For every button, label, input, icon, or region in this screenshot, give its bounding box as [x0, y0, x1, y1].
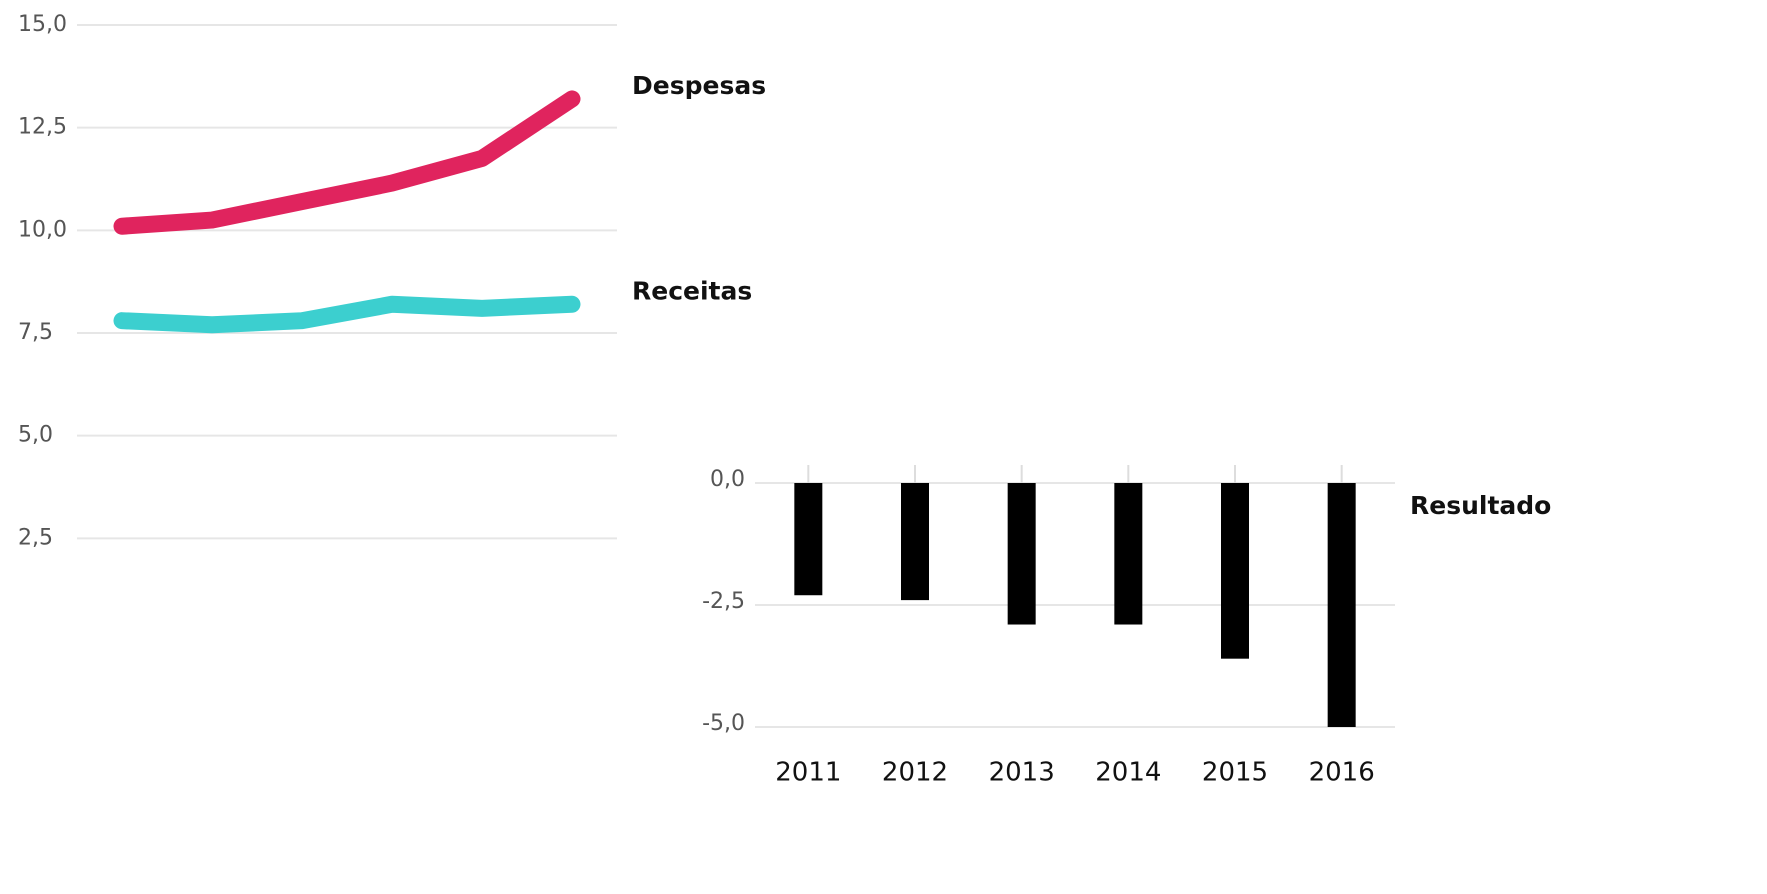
- x-tick-label: 2015: [1202, 758, 1268, 788]
- y-tick-label: 5,0: [18, 423, 53, 448]
- x-tick-label: 2014: [1095, 758, 1161, 788]
- y-tick-label: 0,0: [710, 467, 745, 492]
- line-series: [113, 90, 581, 235]
- line-series: [113, 295, 581, 334]
- y-tick-label: 15,0: [18, 12, 67, 37]
- x-tick-label: 2013: [989, 758, 1055, 788]
- series-label: Despesas: [632, 71, 766, 100]
- y-tick-label: 7,5: [18, 320, 53, 345]
- y-tick-label: 12,5: [18, 115, 67, 140]
- bar: [1221, 483, 1249, 659]
- bar: [1114, 483, 1143, 625]
- bar: [1327, 483, 1356, 727]
- x-tick-label: 2016: [1309, 758, 1375, 788]
- bar: [901, 483, 929, 601]
- y-tick-label: -2,5: [702, 589, 745, 614]
- series-label: Receitas: [632, 276, 752, 305]
- series-label: Resultado: [1410, 491, 1551, 520]
- x-tick-label: 2011: [775, 758, 841, 788]
- y-tick-label: 10,0: [18, 217, 67, 242]
- y-tick-label: 2,5: [18, 525, 53, 550]
- bar: [794, 483, 823, 596]
- bar: [1007, 483, 1036, 625]
- y-tick-label: -5,0: [702, 711, 745, 736]
- x-tick-label: 2012: [882, 758, 948, 788]
